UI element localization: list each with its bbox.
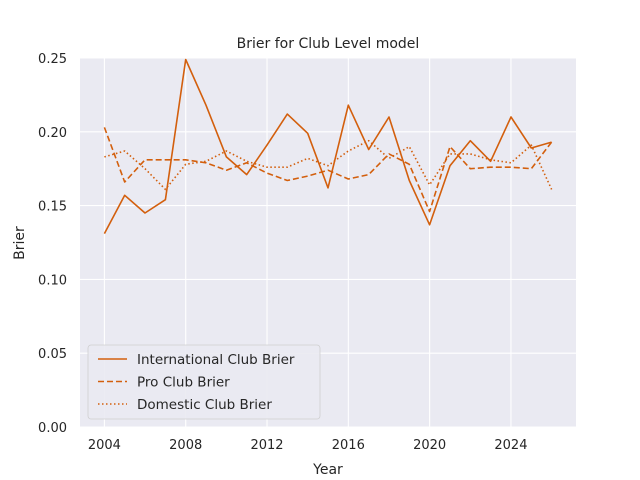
y-tick-label: 0.15: [38, 200, 67, 215]
x-tick-label: 2024: [494, 438, 527, 453]
legend-label: Pro Club Brier: [137, 375, 230, 391]
x-tick-label: 2008: [169, 438, 202, 453]
y-tick-label: 0.00: [38, 421, 67, 436]
y-tick-label: 0.25: [38, 52, 67, 67]
y-tick-label: 0.05: [38, 347, 67, 362]
legend-label: Domestic Club Brier: [137, 397, 272, 413]
series-layer: [103, 58, 553, 234]
series-line-solid: [103, 58, 552, 234]
series-line-dashed: [103, 127, 553, 213]
y-tick-label: 0.20: [38, 126, 67, 141]
chart-title: Brier for Club Level model: [237, 36, 420, 52]
x-tick-label: 2012: [250, 438, 283, 453]
y-axis-ticks: 0.00 0.05 0.10 0.15 0.20 0.25: [38, 52, 67, 436]
y-tick-label: 0.10: [38, 273, 67, 288]
y-axis-label: Brier: [12, 226, 28, 260]
legend: International Club Brier Pro Club Brier Do…: [87, 344, 321, 420]
x-tick-label: 2016: [332, 438, 365, 453]
x-tick-label: 2020: [413, 438, 446, 453]
legend-label: International Club Brier: [137, 352, 295, 368]
x-axis-ticks: 2004 2008 2012 2016 2020 2024: [88, 438, 528, 453]
x-tick-label: 2004: [88, 438, 121, 453]
legend-box: [87, 344, 321, 420]
x-axis-label: Year: [312, 462, 343, 478]
series-line-dotted: [104, 139, 553, 191]
